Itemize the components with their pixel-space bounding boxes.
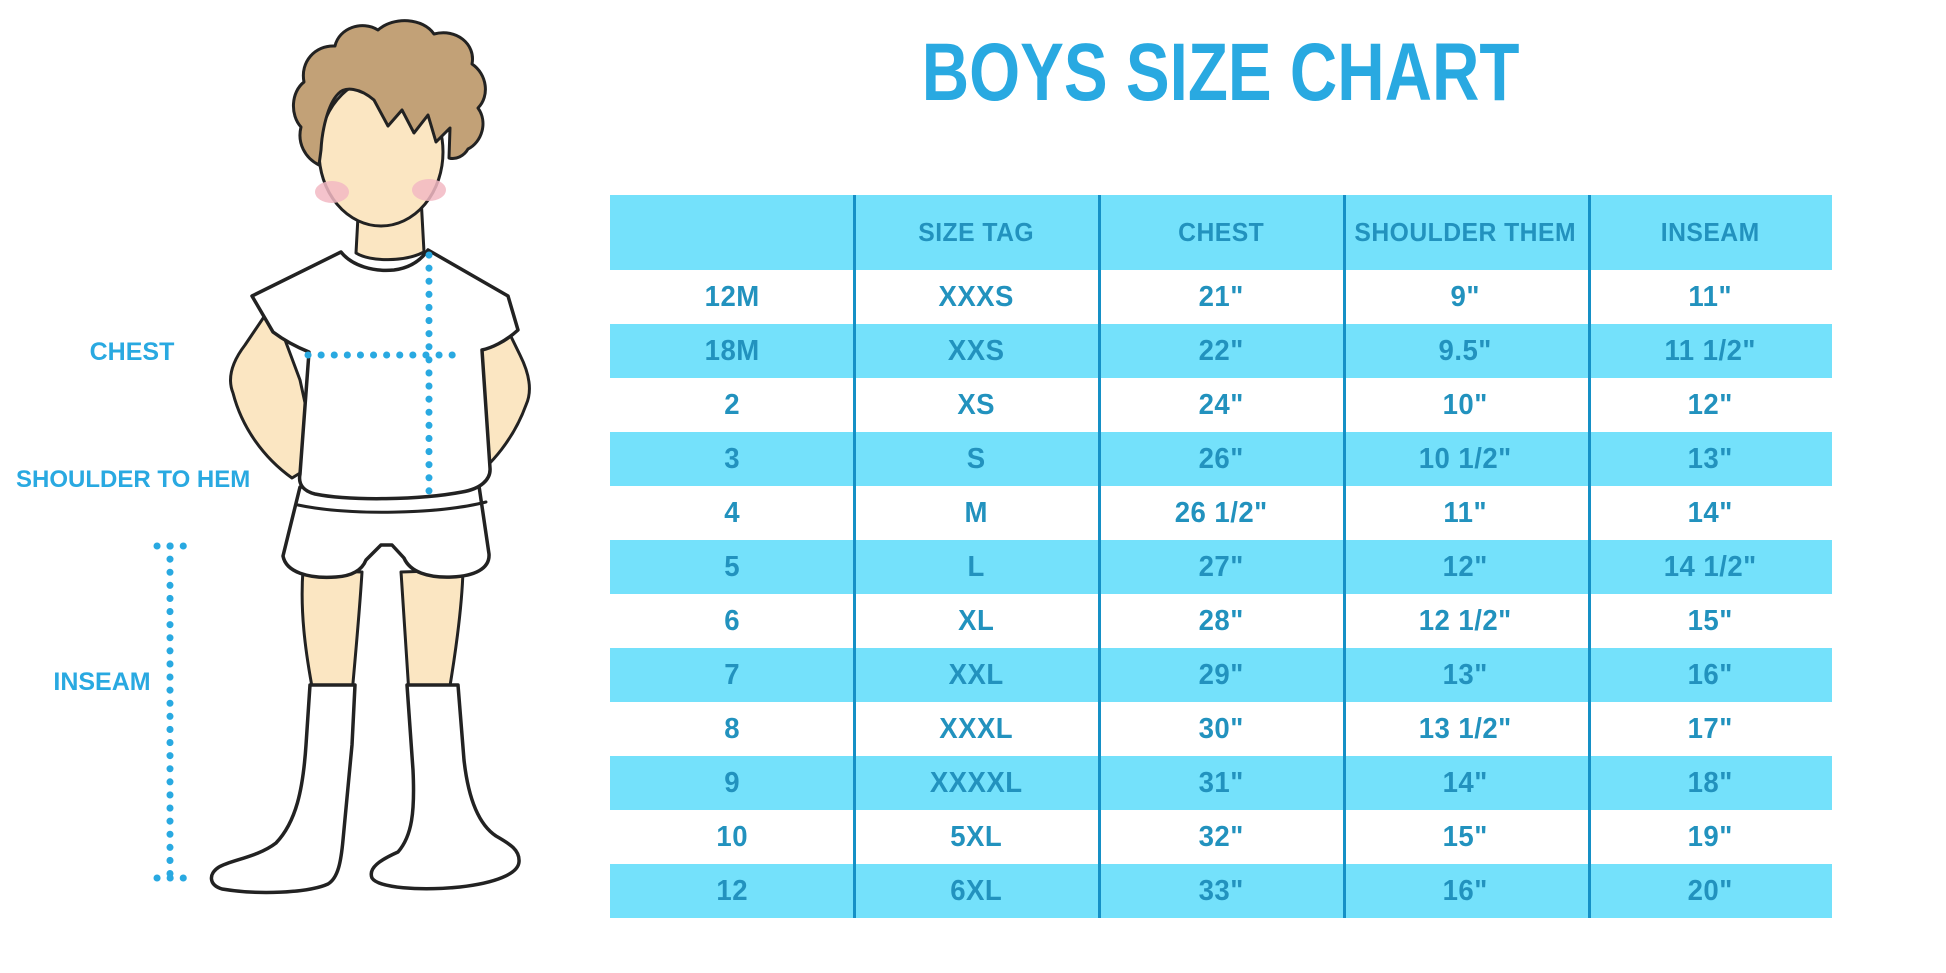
page-title: BOYS SIZE CHART	[922, 27, 1520, 118]
column-divider	[1343, 195, 1346, 918]
column-divider	[1098, 195, 1101, 918]
table-cell: 21"	[1198, 280, 1244, 313]
column-header: INSEAM	[1660, 217, 1760, 247]
table-cell: 13"	[1687, 442, 1733, 475]
table-cell: 8	[724, 712, 741, 745]
table-cell: 15"	[1442, 820, 1488, 853]
table-cell: 10 1/2"	[1418, 442, 1512, 475]
table-cell: 6XL	[950, 874, 1003, 907]
table-cell: 12M	[704, 280, 760, 313]
table-cell: 9	[724, 766, 741, 799]
table-cell: 20"	[1687, 874, 1733, 907]
column-header: SHOULDER THEM	[1354, 217, 1577, 247]
table-row: 12 6XL 33" 16" 20"	[610, 864, 1832, 918]
table-cell: 26"	[1198, 442, 1244, 475]
hair	[292, 19, 487, 167]
table-cell: 14"	[1687, 496, 1733, 529]
table-cell: 13 1/2"	[1418, 712, 1512, 745]
left-sock	[209, 683, 357, 895]
table-cell: 15"	[1687, 604, 1733, 637]
table-cell: S	[967, 442, 987, 475]
column-header: CHEST	[1177, 217, 1265, 247]
table-cell: 16"	[1687, 658, 1733, 691]
table-cell: 22"	[1198, 334, 1244, 367]
table-row: 5 L 27" 12" 14 1/2"	[610, 540, 1832, 594]
table-cell: 7	[724, 658, 741, 691]
boy-illustration	[153, 19, 531, 895]
table-cell: 24"	[1198, 388, 1244, 421]
table-cell: 14"	[1442, 766, 1488, 799]
table-row: 7 XXL 29" 13" 16"	[610, 648, 1832, 702]
table-cell: XXXXL	[930, 766, 1023, 799]
chest-label: CHEST	[89, 338, 175, 366]
table-cell: 13"	[1442, 658, 1488, 691]
table-cell: 5XL	[950, 820, 1003, 853]
table-cell: 10"	[1442, 388, 1488, 421]
table-cell: 12 1/2"	[1418, 604, 1512, 637]
column-divider	[853, 195, 856, 918]
table-row: 8 XXXL 30" 13 1/2" 17"	[610, 702, 1832, 756]
shorts-waistband-seam	[296, 500, 488, 514]
column-header	[616, 195, 848, 270]
table-cell: 11"	[1687, 280, 1732, 313]
table-row: 4 M 26 1/2" 11" 14"	[610, 486, 1832, 540]
table-header-row: SIZE TAG CHEST SHOULDER THEM INSEAM	[610, 195, 1832, 270]
table-cell: XL	[958, 604, 995, 637]
table-cell: 26 1/2"	[1174, 496, 1268, 529]
table-cell: 18M	[704, 334, 760, 367]
table-cell: 28"	[1198, 604, 1244, 637]
left-arm	[229, 303, 320, 480]
table-row: 6 XL 28" 12 1/2" 15"	[610, 594, 1832, 648]
table-row: 2 XS 24" 10" 12"	[610, 378, 1832, 432]
table-cell: 18"	[1687, 766, 1733, 799]
table-cell: XXXS	[938, 280, 1015, 313]
table-cell: XS	[957, 388, 996, 421]
table-cell: 4	[724, 496, 741, 529]
table-cell: 33"	[1198, 874, 1244, 907]
table-cell: 30"	[1198, 712, 1244, 745]
left-leg	[300, 568, 364, 696]
table-cell: 14 1/2"	[1663, 550, 1757, 583]
left-cheek	[315, 181, 349, 203]
table-cell: XXXL	[939, 712, 1014, 745]
table-cell: L	[967, 550, 986, 583]
table-cell: 10	[716, 820, 748, 853]
table-cell: 32"	[1198, 820, 1244, 853]
table-cell: M	[964, 496, 989, 529]
table-cell: 12	[716, 874, 748, 907]
table-cell: 9.5"	[1438, 334, 1493, 367]
table-row: 10 5XL 32" 15" 19"	[610, 810, 1832, 864]
table-cell: 5	[724, 550, 741, 583]
table-row: 3 S 26" 10 1/2" 13"	[610, 432, 1832, 486]
inseam-label: INSEAM	[53, 668, 151, 696]
t-shirt	[250, 248, 520, 501]
table-cell: 31"	[1198, 766, 1244, 799]
table-cell: 27"	[1198, 550, 1244, 583]
table-row: 9 XXXXL 31" 14" 18"	[610, 756, 1832, 810]
column-header: SIZE TAG	[918, 217, 1035, 247]
right-sock	[369, 683, 521, 891]
table-cell: 2	[724, 388, 741, 421]
table-cell: 11 1/2"	[1664, 334, 1756, 367]
table-cell: 6	[724, 604, 741, 637]
table-cell: 3	[724, 442, 741, 475]
table-row: 18M XXS 22" 9.5" 11 1/2"	[610, 324, 1832, 378]
table-cell: 17"	[1687, 712, 1733, 745]
right-cheek	[412, 179, 446, 201]
column-divider	[1588, 195, 1591, 918]
table-cell: 29"	[1198, 658, 1244, 691]
table-cell: 9"	[1450, 280, 1481, 313]
table-cell: 16"	[1442, 874, 1488, 907]
shoulder-to-hem-label: SHOULDER TO HEM	[16, 466, 251, 493]
table-cell: 12"	[1687, 388, 1733, 421]
table-cell: 11"	[1443, 496, 1488, 529]
table-cell: XXL	[949, 658, 1005, 691]
table-cell: 12"	[1442, 550, 1488, 583]
size-table: SIZE TAG CHEST SHOULDER THEM INSEAM 12M XXXS 2…	[610, 195, 1832, 918]
table-cell: XXS	[948, 334, 1005, 367]
right-leg	[399, 568, 465, 696]
table-row: 12M XXXS 21" 9" 11"	[610, 270, 1832, 324]
table-cell: 19"	[1687, 820, 1733, 853]
